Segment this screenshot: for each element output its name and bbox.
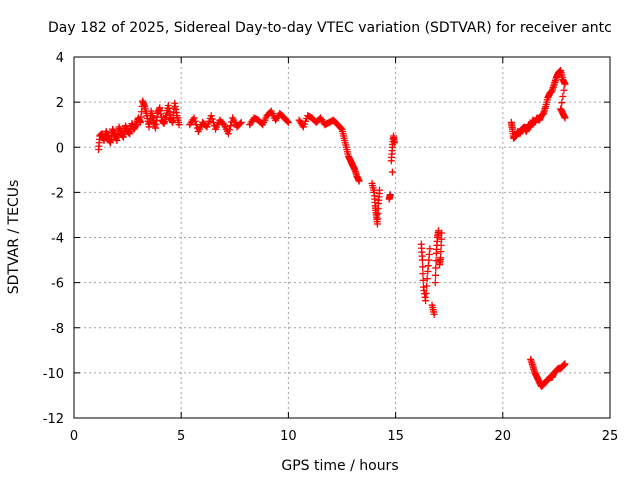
data-point-trail [191, 117, 199, 125]
data-point [355, 177, 363, 185]
y-tick-label: -4 [51, 232, 64, 247]
x-tick-label: 15 [387, 429, 404, 444]
data-point-trail [337, 124, 345, 132]
data-point [207, 112, 215, 120]
y-tick-label: -2 [51, 186, 64, 201]
data-point [418, 256, 426, 264]
data-point-trail [558, 99, 566, 107]
data-point [190, 114, 198, 122]
chart-title: Day 182 of 2025, Sidereal Day-to-day VTE… [48, 20, 612, 36]
data-point [175, 121, 183, 129]
data-point-trail [432, 271, 440, 279]
y-tick-label: 4 [56, 51, 64, 66]
y-tick-label: -10 [43, 367, 64, 382]
x-axis-label: GPS time / hours [281, 458, 398, 474]
data-point-trail [419, 263, 427, 271]
data-point-trail [437, 241, 445, 249]
data-point-trail [283, 117, 291, 125]
y-tick-label: -8 [51, 322, 64, 337]
data-point-trail [437, 248, 445, 256]
data-point [431, 279, 439, 287]
y-tick-label: 0 [56, 141, 64, 156]
data-point [391, 139, 399, 147]
data-point [284, 118, 292, 126]
y-axis: 4 2 0 -2 -4 -6 -8 -10 -12 [43, 51, 610, 427]
y-tick-label: -12 [43, 412, 64, 427]
data-point-trail [225, 126, 233, 134]
data-point [388, 168, 396, 176]
data-point [237, 118, 245, 126]
data-point [561, 114, 569, 122]
data-point-trail [419, 270, 427, 278]
data-point-trail [236, 120, 244, 128]
x-tick-label: 0 [70, 429, 78, 444]
x-tick-label: 20 [495, 429, 512, 444]
y-axis-label: SDTVAR / TECUs [6, 180, 22, 295]
x-axis: 0 5 10 15 20 25 [70, 57, 618, 444]
grid-lines [74, 57, 610, 418]
x-tick-label: 25 [602, 429, 619, 444]
y-tick-label: 2 [56, 96, 64, 111]
data-point-trail [423, 275, 431, 283]
data-point-trail [419, 276, 427, 284]
y-tick-label: -6 [51, 277, 64, 292]
x-tick-label: 5 [177, 429, 185, 444]
data-series [95, 67, 569, 390]
data-point [437, 254, 445, 262]
data-point-trail [208, 115, 216, 123]
data-point [561, 80, 569, 88]
data-point [422, 297, 430, 305]
data-point [426, 245, 434, 253]
x-tick-label: 10 [280, 429, 297, 444]
data-point [561, 360, 569, 368]
data-point [386, 191, 394, 199]
data-point [224, 130, 232, 138]
data-point-trail [437, 235, 445, 243]
data-point-trail [422, 289, 430, 297]
data-point-trail [423, 282, 431, 290]
data-point [430, 310, 438, 318]
data-point-trail [560, 86, 568, 94]
data-point [376, 186, 384, 194]
data-point-trail [227, 122, 235, 130]
data-point-trail [559, 92, 567, 100]
data-point [438, 229, 446, 237]
data-point-trail [432, 264, 440, 272]
